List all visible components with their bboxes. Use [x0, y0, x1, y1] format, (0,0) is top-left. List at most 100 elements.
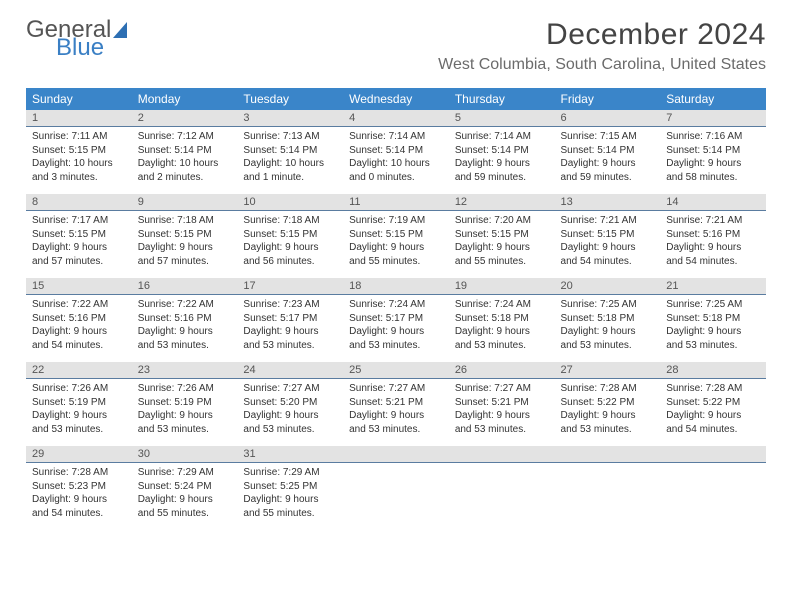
sunrise-text: Sunrise: 7:12 AM [138, 130, 232, 144]
cell-body: Sunrise: 7:21 AMSunset: 5:15 PMDaylight:… [555, 211, 661, 270]
sunrise-text: Sunrise: 7:27 AM [455, 382, 549, 396]
calendar-cell: 13Sunrise: 7:21 AMSunset: 5:15 PMDayligh… [555, 194, 661, 278]
cell-body: Sunrise: 7:24 AMSunset: 5:17 PMDaylight:… [343, 295, 449, 354]
weekday-header: Tuesday [237, 88, 343, 110]
calendar-cell: 6Sunrise: 7:15 AMSunset: 5:14 PMDaylight… [555, 110, 661, 194]
calendar-body: 1Sunrise: 7:11 AMSunset: 5:15 PMDaylight… [26, 110, 766, 530]
cell-body: Sunrise: 7:29 AMSunset: 5:25 PMDaylight:… [237, 463, 343, 522]
daylight-line1: Daylight: 9 hours [455, 241, 549, 255]
daylight-line1: Daylight: 9 hours [561, 409, 655, 423]
calendar-cell: 4Sunrise: 7:14 AMSunset: 5:14 PMDaylight… [343, 110, 449, 194]
daylight-line1: Daylight: 9 hours [243, 409, 337, 423]
cell-body: Sunrise: 7:25 AMSunset: 5:18 PMDaylight:… [660, 295, 766, 354]
day-number-bar: 5 [449, 110, 555, 127]
daylight-line1: Daylight: 10 hours [349, 157, 443, 171]
sunrise-text: Sunrise: 7:28 AM [666, 382, 760, 396]
day-number-bar: 15 [26, 278, 132, 295]
sunset-text: Sunset: 5:24 PM [138, 480, 232, 494]
sunrise-text: Sunrise: 7:17 AM [32, 214, 126, 228]
day-number-bar [343, 446, 449, 463]
sunrise-text: Sunrise: 7:14 AM [349, 130, 443, 144]
daylight-line2: and 54 minutes. [666, 255, 760, 269]
daylight-line1: Daylight: 9 hours [455, 157, 549, 171]
daylight-line1: Daylight: 9 hours [666, 325, 760, 339]
day-number-bar: 2 [132, 110, 238, 127]
day-number-bar: 1 [26, 110, 132, 127]
cell-body: Sunrise: 7:15 AMSunset: 5:14 PMDaylight:… [555, 127, 661, 186]
day-number-bar [449, 446, 555, 463]
calendar-cell: 26Sunrise: 7:27 AMSunset: 5:21 PMDayligh… [449, 362, 555, 446]
sunset-text: Sunset: 5:15 PM [32, 228, 126, 242]
calendar-cell: 23Sunrise: 7:26 AMSunset: 5:19 PMDayligh… [132, 362, 238, 446]
calendar-cell: 30Sunrise: 7:29 AMSunset: 5:24 PMDayligh… [132, 446, 238, 530]
calendar-cell: 14Sunrise: 7:21 AMSunset: 5:16 PMDayligh… [660, 194, 766, 278]
sunrise-text: Sunrise: 7:14 AM [455, 130, 549, 144]
sunset-text: Sunset: 5:15 PM [138, 228, 232, 242]
calendar-cell [555, 446, 661, 530]
daylight-line2: and 55 minutes. [243, 507, 337, 521]
daylight-line1: Daylight: 9 hours [455, 409, 549, 423]
day-number-bar: 22 [26, 362, 132, 379]
daylight-line1: Daylight: 9 hours [138, 241, 232, 255]
day-number-bar: 24 [237, 362, 343, 379]
daylight-line1: Daylight: 9 hours [138, 493, 232, 507]
day-number-bar: 12 [449, 194, 555, 211]
daylight-line1: Daylight: 10 hours [32, 157, 126, 171]
sunset-text: Sunset: 5:14 PM [666, 144, 760, 158]
calendar-cell: 29Sunrise: 7:28 AMSunset: 5:23 PMDayligh… [26, 446, 132, 530]
sunset-text: Sunset: 5:14 PM [561, 144, 655, 158]
calendar-cell: 10Sunrise: 7:18 AMSunset: 5:15 PMDayligh… [237, 194, 343, 278]
sunset-text: Sunset: 5:25 PM [243, 480, 337, 494]
cell-body: Sunrise: 7:13 AMSunset: 5:14 PMDaylight:… [237, 127, 343, 186]
daylight-line1: Daylight: 9 hours [561, 241, 655, 255]
calendar-cell [660, 446, 766, 530]
calendar-table: SundayMondayTuesdayWednesdayThursdayFrid… [26, 88, 766, 530]
daylight-line2: and 53 minutes. [243, 423, 337, 437]
daylight-line1: Daylight: 9 hours [32, 241, 126, 255]
sunset-text: Sunset: 5:18 PM [455, 312, 549, 326]
daylight-line2: and 1 minute. [243, 171, 337, 185]
cell-body: Sunrise: 7:29 AMSunset: 5:24 PMDaylight:… [132, 463, 238, 522]
daylight-line2: and 55 minutes. [349, 255, 443, 269]
day-number-bar: 13 [555, 194, 661, 211]
sunrise-text: Sunrise: 7:15 AM [561, 130, 655, 144]
daylight-line2: and 53 minutes. [455, 423, 549, 437]
day-number-bar: 14 [660, 194, 766, 211]
cell-body: Sunrise: 7:28 AMSunset: 5:23 PMDaylight:… [26, 463, 132, 522]
sunrise-text: Sunrise: 7:21 AM [666, 214, 760, 228]
daylight-line1: Daylight: 9 hours [561, 157, 655, 171]
sunrise-text: Sunrise: 7:27 AM [243, 382, 337, 396]
cell-body: Sunrise: 7:11 AMSunset: 5:15 PMDaylight:… [26, 127, 132, 186]
daylight-line2: and 53 minutes. [561, 339, 655, 353]
day-number-bar: 3 [237, 110, 343, 127]
calendar-cell: 17Sunrise: 7:23 AMSunset: 5:17 PMDayligh… [237, 278, 343, 362]
sunrise-text: Sunrise: 7:24 AM [455, 298, 549, 312]
sunrise-text: Sunrise: 7:29 AM [243, 466, 337, 480]
sunset-text: Sunset: 5:16 PM [666, 228, 760, 242]
calendar-cell: 15Sunrise: 7:22 AMSunset: 5:16 PMDayligh… [26, 278, 132, 362]
calendar-cell: 31Sunrise: 7:29 AMSunset: 5:25 PMDayligh… [237, 446, 343, 530]
daylight-line2: and 55 minutes. [455, 255, 549, 269]
daylight-line2: and 53 minutes. [666, 339, 760, 353]
calendar-row: 29Sunrise: 7:28 AMSunset: 5:23 PMDayligh… [26, 446, 766, 530]
day-number-bar: 20 [555, 278, 661, 295]
day-number-bar: 11 [343, 194, 449, 211]
sunset-text: Sunset: 5:22 PM [561, 396, 655, 410]
daylight-line1: Daylight: 10 hours [138, 157, 232, 171]
daylight-line1: Daylight: 9 hours [243, 325, 337, 339]
calendar-cell: 1Sunrise: 7:11 AMSunset: 5:15 PMDaylight… [26, 110, 132, 194]
day-number-bar [555, 446, 661, 463]
day-number-bar: 16 [132, 278, 238, 295]
sunset-text: Sunset: 5:15 PM [561, 228, 655, 242]
cell-body: Sunrise: 7:28 AMSunset: 5:22 PMDaylight:… [555, 379, 661, 438]
daylight-line1: Daylight: 9 hours [138, 409, 232, 423]
cell-body: Sunrise: 7:12 AMSunset: 5:14 PMDaylight:… [132, 127, 238, 186]
title-block: December 2024 West Columbia, South Carol… [438, 18, 766, 74]
daylight-line1: Daylight: 9 hours [138, 325, 232, 339]
day-number-bar [660, 446, 766, 463]
topbar: General Blue December 2024 West Columbia… [26, 18, 766, 74]
daylight-line1: Daylight: 9 hours [349, 241, 443, 255]
day-number-bar: 29 [26, 446, 132, 463]
daylight-line2: and 59 minutes. [455, 171, 549, 185]
sunrise-text: Sunrise: 7:22 AM [32, 298, 126, 312]
